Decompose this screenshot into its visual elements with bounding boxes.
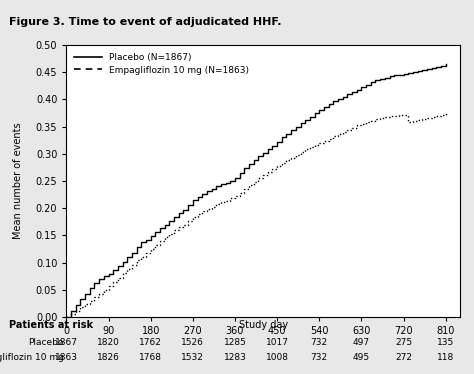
Text: 275: 275 [395,338,412,347]
Text: 497: 497 [353,338,370,347]
Text: 1826: 1826 [97,353,120,362]
Text: 1017: 1017 [265,338,289,347]
Text: Empagliflozin 10 mg: Empagliflozin 10 mg [0,353,64,362]
Text: 118: 118 [437,353,455,362]
Text: Figure 3. Time to event of adjudicated HHF.: Figure 3. Time to event of adjudicated H… [9,17,282,27]
Text: 732: 732 [311,338,328,347]
Text: Study day: Study day [238,320,288,330]
Text: 135: 135 [437,338,455,347]
Text: 1008: 1008 [265,353,289,362]
Text: 1526: 1526 [182,338,204,347]
Text: 1532: 1532 [182,353,204,362]
Text: 732: 732 [311,353,328,362]
Text: 1285: 1285 [224,338,246,347]
Text: 1867: 1867 [55,338,78,347]
Text: 1768: 1768 [139,353,162,362]
Text: 495: 495 [353,353,370,362]
Text: Placebo: Placebo [28,338,64,347]
Text: 1283: 1283 [224,353,246,362]
Text: Patients at risk: Patients at risk [9,320,93,330]
Text: 1863: 1863 [55,353,78,362]
Y-axis label: Mean number of events: Mean number of events [13,123,23,239]
Legend: Placebo (N=1867), Empagliflozin 10 mg (N=1863): Placebo (N=1867), Empagliflozin 10 mg (N… [71,49,252,78]
Text: 272: 272 [395,353,412,362]
Text: 1820: 1820 [97,338,120,347]
Text: 1762: 1762 [139,338,162,347]
